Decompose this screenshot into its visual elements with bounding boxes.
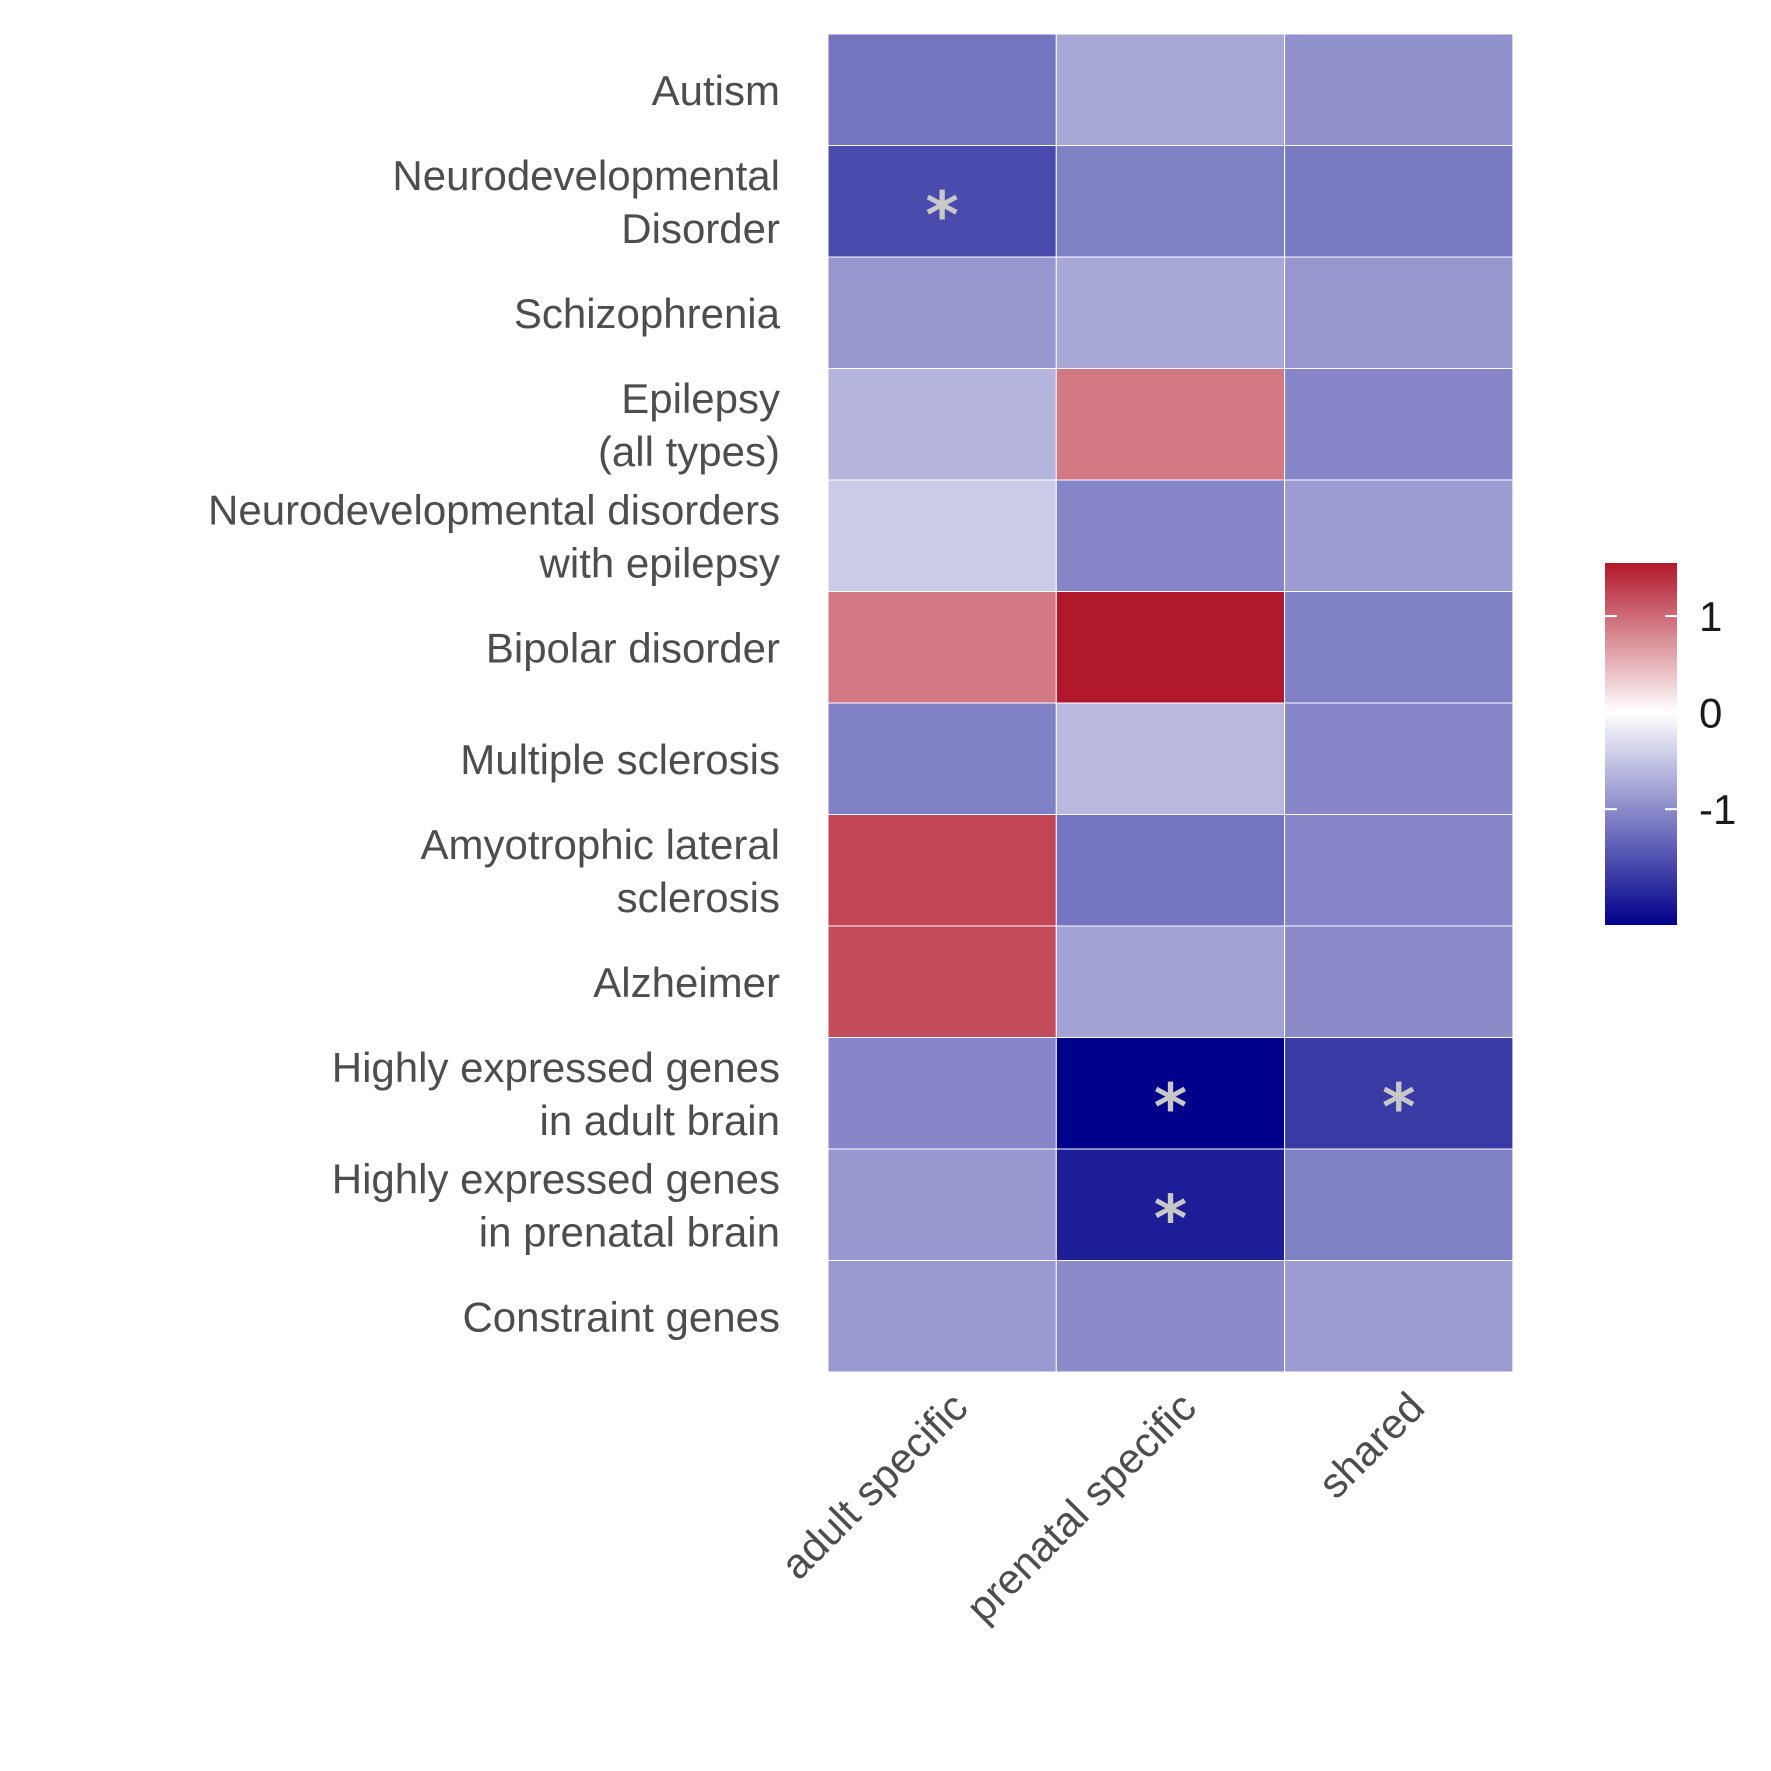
row-labels: Autism Neurodevelopmental Disorder Schizoph…: [208, 67, 781, 1341]
heatmap-cell: [1284, 925, 1514, 1038]
row-label: Highly expressed genes in adult brain: [332, 1044, 780, 1144]
heatmap-cell: [1284, 1037, 1514, 1150]
significance-marker: *: [1382, 1071, 1415, 1145]
heatmap-cell: [1284, 33, 1514, 146]
heatmap-cell: [1284, 145, 1514, 258]
row-label: Multiple sclerosis: [460, 736, 780, 783]
heatmap-cell: [1055, 814, 1286, 927]
heatmap-cell: [1055, 925, 1286, 1038]
column-label: adult specific: [772, 1383, 977, 1588]
heatmap-cell: [1055, 1260, 1286, 1373]
heatmap-cell: [827, 591, 1057, 704]
significance-marker: *: [925, 179, 958, 253]
heatmap-cell: [1284, 1148, 1514, 1261]
heatmap-cell: [827, 145, 1057, 258]
heatmap-cell: [1284, 1260, 1514, 1373]
heatmap-cell: [1055, 256, 1286, 369]
significance-marker: *: [1154, 1183, 1187, 1257]
row-label: Neurodevelopmental disorders with epileps…: [208, 486, 780, 586]
heatmap-cell: [827, 368, 1057, 481]
row-label: Alzheimer: [593, 959, 780, 1006]
heatmap-cells: [827, 33, 1514, 1373]
row-label: Amyotrophic lateral sclerosis: [421, 821, 780, 921]
heatmap-cell: [1055, 1037, 1286, 1150]
color-legend-bar: [1605, 563, 1677, 925]
row-label: Autism: [652, 67, 780, 114]
row-label: Neurodevelopmental Disorder: [392, 152, 780, 252]
heatmap-cell: [1055, 702, 1286, 815]
color-legend: 1 0 -1: [1605, 563, 1736, 925]
heatmap-cell: [827, 702, 1057, 815]
heatmap-cell: [827, 814, 1057, 927]
heatmap-cell: [1284, 256, 1514, 369]
column-label: prenatal specific: [957, 1383, 1205, 1631]
row-label: Schizophrenia: [514, 290, 781, 337]
heatmap-cell: [827, 33, 1057, 146]
row-label: Bipolar disorder: [486, 624, 780, 671]
row-label: Epilepsy (all types): [598, 375, 780, 475]
row-label: Highly expressed genes in prenatal brain: [332, 1155, 780, 1255]
heatmap-cell: [1055, 145, 1286, 258]
legend-tick-label: -1: [1699, 786, 1736, 833]
heatmap-cell: [1055, 591, 1286, 704]
color-legend-ticks: 1 0 -1: [1605, 593, 1736, 833]
heatmap-cell: [1284, 479, 1514, 592]
heatmap-cell: [827, 1148, 1057, 1261]
heatmap-cell: [1055, 33, 1286, 146]
heatmap-cell: [1284, 702, 1514, 815]
significance-markers: * * * *: [925, 179, 1415, 1257]
heatmap-cell: [1284, 368, 1514, 481]
legend-tick-label: 0: [1699, 690, 1722, 737]
heatmap-cell: [827, 479, 1057, 592]
row-label: Constraint genes: [462, 1293, 780, 1340]
heatmap-cell: [1055, 368, 1286, 481]
significance-marker: *: [1154, 1071, 1187, 1145]
heatmap-cell: [1055, 479, 1286, 592]
legend-tick-label: 1: [1699, 593, 1722, 640]
heatmap-cell: [827, 1037, 1057, 1150]
heatmap-cell: [827, 256, 1057, 369]
heatmap-cell: [1284, 591, 1514, 704]
heatmap-cell: [827, 1260, 1057, 1373]
heatmap-cell: [827, 925, 1057, 1038]
column-label: shared: [1309, 1383, 1433, 1507]
heatmap-cell: [1284, 814, 1514, 927]
